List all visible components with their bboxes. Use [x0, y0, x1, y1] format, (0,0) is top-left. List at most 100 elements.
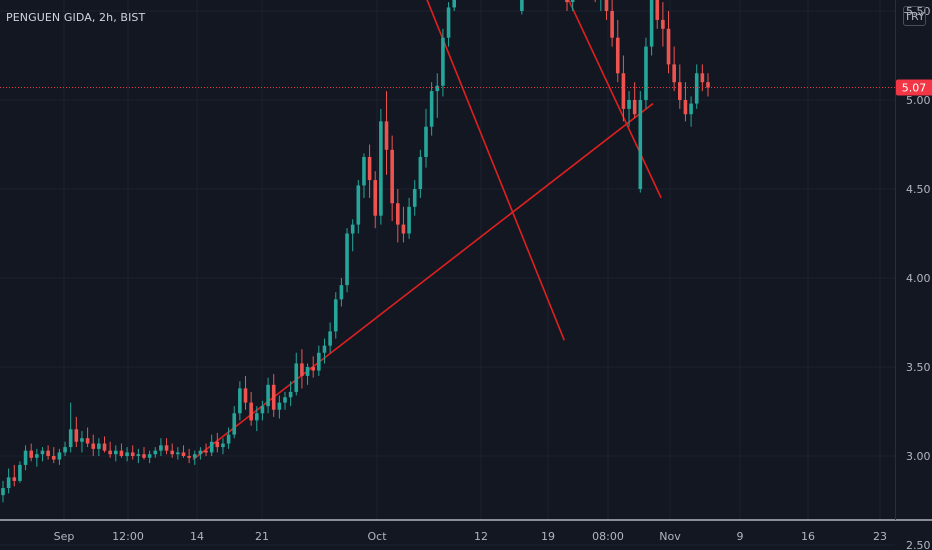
x-tick-label: Oct — [367, 530, 387, 543]
candle — [362, 153, 366, 198]
candle — [243, 375, 248, 410]
y-tick-label: 5.00 — [906, 94, 931, 107]
candles — [1, 0, 710, 503]
last-price-tag: 5.07 — [896, 79, 932, 96]
candle — [615, 19, 620, 83]
candle — [51, 447, 56, 464]
candle — [452, 0, 456, 11]
currency-button[interactable]: TRY — [903, 6, 926, 26]
candle — [317, 345, 321, 376]
candle — [159, 438, 163, 456]
candle — [632, 82, 637, 118]
candle — [91, 434, 96, 456]
candle — [706, 73, 710, 97]
candle — [74, 416, 79, 448]
x-tick-label: 9 — [737, 530, 744, 543]
candle — [23, 445, 28, 471]
candle — [209, 434, 214, 456]
candle — [621, 55, 626, 122]
candle — [271, 374, 276, 417]
y-tick-label: 4.50 — [906, 183, 931, 196]
candle — [666, 11, 671, 74]
candle — [266, 377, 270, 414]
candle — [367, 144, 372, 198]
candle — [181, 445, 186, 458]
x-tick-label: Sep — [54, 530, 75, 543]
candle — [97, 438, 101, 456]
legend-separator: , — [113, 11, 121, 24]
candle — [672, 46, 676, 92]
candle — [661, 2, 665, 47]
candle — [520, 0, 524, 15]
candle — [311, 356, 315, 378]
candle — [594, 0, 596, 3]
candle — [147, 450, 152, 464]
candle — [339, 278, 344, 307]
candle — [649, 0, 654, 56]
candle — [638, 91, 643, 193]
candle — [226, 427, 231, 449]
candle — [255, 406, 259, 432]
candle — [130, 445, 135, 460]
candle — [176, 447, 180, 460]
trendline[interactable] — [371, 0, 566, 341]
trendline[interactable] — [387, 0, 662, 199]
candle — [18, 461, 22, 483]
candle — [164, 438, 169, 455]
candle — [260, 400, 265, 421]
x-tick-label: 12:00 — [112, 530, 144, 543]
chart-grid — [0, 0, 895, 546]
candle — [700, 64, 705, 92]
legend-separator: , — [91, 11, 100, 24]
candle — [215, 432, 220, 453]
candle — [187, 448, 191, 464]
candle — [570, 0, 575, 11]
candle — [412, 180, 417, 216]
candle — [142, 447, 146, 460]
symbol-name: PENGUEN GIDA — [6, 11, 92, 24]
candle — [384, 91, 389, 175]
candle — [446, 2, 451, 47]
price-axis[interactable]: 2.503.003.504.004.505.005.506.006.507.00… — [906, 0, 931, 550]
candle — [40, 447, 45, 462]
candle — [232, 406, 237, 439]
candle — [441, 28, 445, 97]
candle — [153, 447, 158, 458]
candle — [689, 96, 693, 127]
candle — [333, 292, 338, 339]
candle — [238, 381, 242, 421]
candle — [345, 228, 349, 293]
candle — [102, 436, 107, 453]
candle — [401, 206, 406, 243]
candle — [424, 108, 428, 168]
candle — [373, 171, 378, 229]
exchange: BIST — [120, 11, 146, 24]
candle — [114, 445, 118, 462]
time-axis[interactable]: Sep 12:00 14 21 Oct 12 19 08:00 Nov 9 16 23 — [54, 530, 887, 543]
candle — [1, 480, 5, 503]
candle — [57, 448, 62, 465]
candle — [204, 443, 208, 456]
candle — [655, 0, 660, 29]
candle — [407, 197, 411, 239]
candle — [85, 427, 90, 448]
trendlines — [192, 0, 662, 461]
x-tick-label: 19 — [541, 530, 555, 543]
candle — [283, 391, 287, 410]
y-tick-label: 3.00 — [906, 450, 931, 463]
candle — [221, 438, 225, 455]
last-price-label: 5.07 — [902, 82, 927, 95]
candle — [644, 37, 648, 109]
candle — [429, 82, 434, 136]
candle — [12, 464, 17, 487]
candle — [192, 450, 197, 465]
candle — [604, 0, 609, 20]
y-tick-label: 2.50 — [906, 539, 931, 550]
candle — [565, 0, 569, 11]
symbol-legend[interactable]: PENGUEN GIDA, 2h, BIST — [6, 11, 145, 24]
candle — [125, 447, 129, 462]
x-tick-label: 16 — [801, 530, 815, 543]
y-tick-label: 3.50 — [906, 361, 931, 374]
candle — [6, 468, 11, 494]
